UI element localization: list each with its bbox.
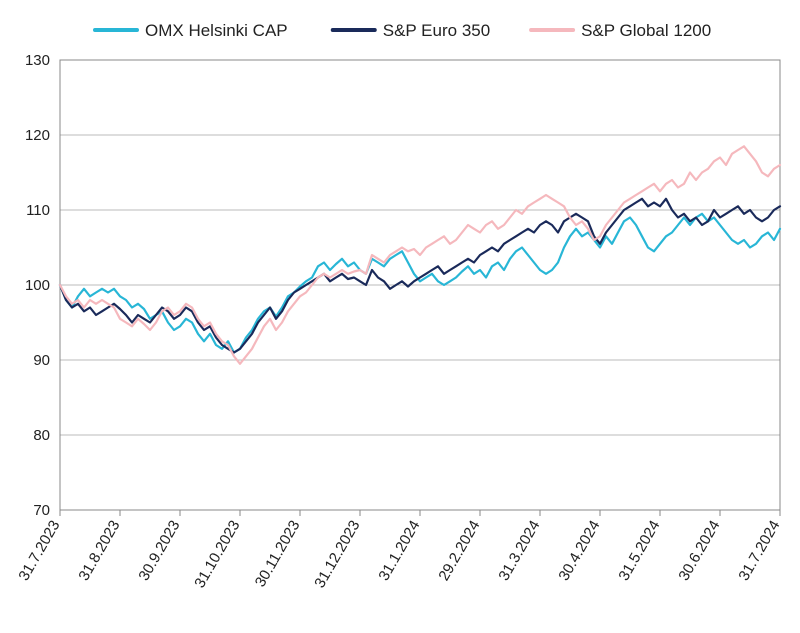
y-tick-label: 80 [33, 427, 50, 444]
y-tick-label: 110 [26, 202, 50, 219]
y-tick-label: 130 [25, 52, 50, 69]
legend-label: OMX Helsinki CAP [145, 21, 288, 40]
y-tick-label: 90 [33, 352, 50, 369]
line-chart: 70809010011012013031.7.202331.8.202330.9… [0, 0, 800, 633]
legend-label: S&P Euro 350 [383, 21, 490, 40]
legend-label: S&P Global 1200 [581, 21, 711, 40]
y-tick-label: 120 [25, 127, 50, 144]
y-tick-label: 100 [25, 277, 50, 294]
chart-svg: 70809010011012013031.7.202331.8.202330.9… [0, 0, 800, 633]
y-tick-label: 70 [33, 502, 50, 519]
